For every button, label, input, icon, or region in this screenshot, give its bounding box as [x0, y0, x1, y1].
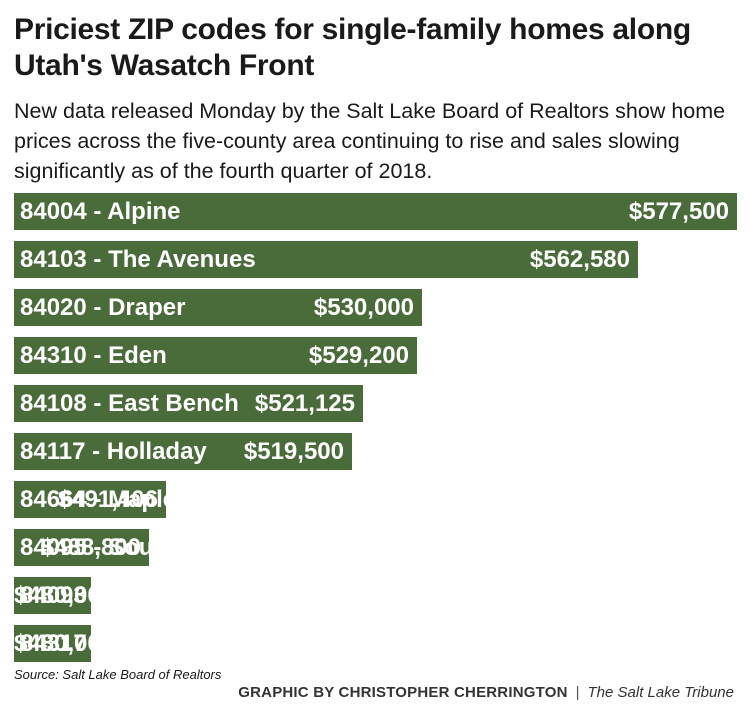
- bar-value-label: $530,000: [313, 294, 414, 321]
- bar: [14, 433, 352, 470]
- bar: [14, 337, 417, 374]
- credit-separator: |: [575, 684, 580, 701]
- bar-value-label: $488,800: [40, 534, 141, 561]
- bar-value-label: $521,125: [254, 390, 355, 417]
- bar-category-label: 84317 - Huntsville: [20, 630, 223, 657]
- bar: [14, 385, 363, 422]
- source-note: Source: Salt Lake Board of Realtors: [14, 667, 222, 682]
- bar: [14, 193, 737, 230]
- bar: [14, 577, 91, 614]
- bar-category-label: 84108 - East Bench: [20, 390, 239, 417]
- chart-subtitle: New data released Monday by the Salt Lak…: [14, 99, 726, 183]
- bar: [14, 289, 422, 326]
- bar-category-label: 84004 - Alpine: [20, 198, 181, 225]
- chart-title: Priciest ZIP codes for single-family hom…: [14, 13, 691, 82]
- bar-category-label: 84020 - Draper: [20, 294, 186, 321]
- bar-value-label: $577,500: [628, 198, 729, 225]
- bar: [14, 481, 166, 518]
- bar: [14, 529, 149, 566]
- bar-value-label: $519,500: [243, 438, 344, 465]
- bar: [14, 625, 91, 662]
- bar-value-label: $529,200: [308, 342, 409, 369]
- bar-category-label: 84095 - South Jordan: [20, 534, 263, 561]
- bar-value-label: $562,580: [529, 246, 630, 273]
- credit-author: GRAPHIC BY CHRISTOPHER CHERRINGTON: [238, 684, 568, 701]
- bar: [14, 241, 638, 278]
- credit-line: GRAPHIC BY CHRISTOPHER CHERRINGTON | The S…: [238, 684, 734, 701]
- bar-category-label: 84117 - Holladay: [20, 438, 207, 465]
- bar-category-label: 84664 - Mapleton: [20, 486, 214, 513]
- bar-category-label: 84093 - Sandy: [20, 582, 181, 609]
- bar-category-label: 84103 - The Avenues: [20, 246, 256, 273]
- credit-publication: The Salt Lake Tribune: [587, 684, 734, 701]
- bar-category-label: 84310 - Eden: [20, 342, 167, 369]
- bar-value-label: $491,406: [57, 486, 158, 513]
- bar-value-label: $480,000: [14, 630, 115, 657]
- bar-value-label: $480,000: [14, 582, 115, 609]
